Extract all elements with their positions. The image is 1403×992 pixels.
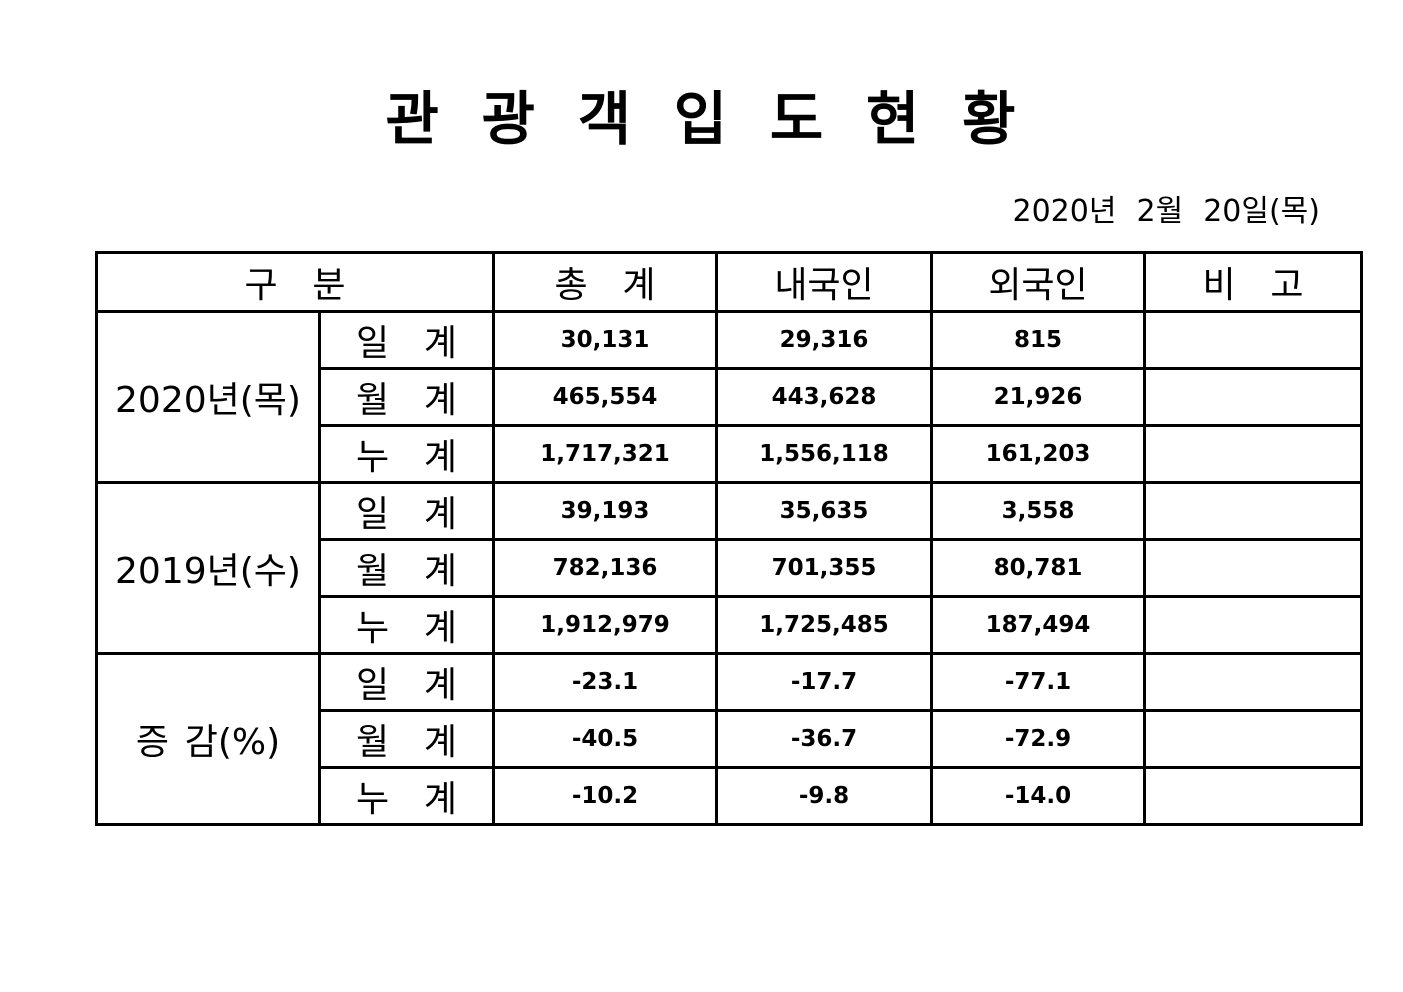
remarks-cell <box>1143 594 1363 655</box>
value-total: -23.1 <box>492 651 718 712</box>
value-foreign: 161,203 <box>930 423 1146 484</box>
table-row: 월 계 -40.5 -36.7 -72.9 <box>97 708 1363 769</box>
table-row: 누 계 1,912,979 1,725,485 187,494 <box>97 594 1363 655</box>
group-label-change: 증 감(%) <box>95 651 321 826</box>
value-domestic: -36.7 <box>715 708 933 769</box>
value-total: 465,554 <box>492 366 718 427</box>
value-foreign: 21,926 <box>930 366 1146 427</box>
remarks-cell <box>1143 708 1363 769</box>
remarks-cell <box>1143 537 1363 598</box>
row-label: 일 계 <box>318 651 495 712</box>
value-total: 782,136 <box>492 537 718 598</box>
header-domestic: 내국인 <box>715 250 933 313</box>
row-label: 일 계 <box>318 480 495 541</box>
value-total: 1,912,979 <box>492 594 718 655</box>
value-total: 1,717,321 <box>492 423 718 484</box>
remarks-cell <box>1143 366 1363 427</box>
value-domestic: 35,635 <box>715 480 933 541</box>
value-foreign: 80,781 <box>930 537 1146 598</box>
report-date: 2020년 2월 20일(목) <box>1012 193 1321 229</box>
value-foreign: -77.1 <box>930 651 1146 712</box>
group-label-2020: 2020년(목) <box>95 309 321 484</box>
table-header-row: 구 분 총 계 내국인 외국인 비 고 <box>95 250 1363 313</box>
table-row: 월 계 782,136 701,355 80,781 <box>97 537 1363 598</box>
table-row: 누 계 1,717,321 1,556,118 161,203 <box>97 423 1363 484</box>
remarks-cell <box>1143 423 1363 484</box>
group-label-2019: 2019년(수) <box>95 480 321 655</box>
tourist-arrivals-table: 구 분 총 계 내국인 외국인 비 고 2020년(목) 일 계 30,131 … <box>95 250 1363 826</box>
value-foreign: 815 <box>930 309 1146 370</box>
value-domestic: -9.8 <box>715 765 933 826</box>
remarks-cell <box>1143 480 1363 541</box>
row-label: 일 계 <box>318 309 495 370</box>
value-total: 30,131 <box>492 309 718 370</box>
value-domestic: -17.7 <box>715 651 933 712</box>
value-total: 39,193 <box>492 480 718 541</box>
table-row: 월 계 465,554 443,628 21,926 <box>97 366 1363 427</box>
value-foreign: 3,558 <box>930 480 1146 541</box>
table-row: 증 감(%) 일 계 -23.1 -17.7 -77.1 <box>95 651 1363 826</box>
value-domestic: 1,556,118 <box>715 423 933 484</box>
table-row: 누 계 -10.2 -9.8 -14.0 <box>97 765 1363 826</box>
remarks-cell <box>1143 765 1363 826</box>
remarks-cell <box>1143 309 1363 370</box>
value-domestic: 701,355 <box>715 537 933 598</box>
row-label: 누 계 <box>318 765 495 826</box>
row-label: 누 계 <box>318 423 495 484</box>
value-domestic: 29,316 <box>715 309 933 370</box>
remarks-cell <box>1143 651 1363 712</box>
value-domestic: 1,725,485 <box>715 594 933 655</box>
header-remarks: 비 고 <box>1143 250 1363 313</box>
value-total: -40.5 <box>492 708 718 769</box>
value-foreign: -14.0 <box>930 765 1146 826</box>
header-total: 총 계 <box>492 250 718 313</box>
table-row: 2019년(수) 일 계 39,193 35,635 3,558 <box>95 480 1363 655</box>
row-label: 누 계 <box>318 594 495 655</box>
value-total: -10.2 <box>492 765 718 826</box>
row-label: 월 계 <box>318 366 495 427</box>
table-row: 2020년(목) 일 계 30,131 29,316 815 <box>95 309 1363 484</box>
header-category: 구 분 <box>95 250 495 313</box>
value-foreign: 187,494 <box>930 594 1146 655</box>
page-title: 관 광 객 입 도 현 황 <box>385 85 1018 153</box>
header-foreign: 외국인 <box>930 250 1146 313</box>
value-domestic: 443,628 <box>715 366 933 427</box>
value-foreign: -72.9 <box>930 708 1146 769</box>
row-label: 월 계 <box>318 708 495 769</box>
row-label: 월 계 <box>318 537 495 598</box>
